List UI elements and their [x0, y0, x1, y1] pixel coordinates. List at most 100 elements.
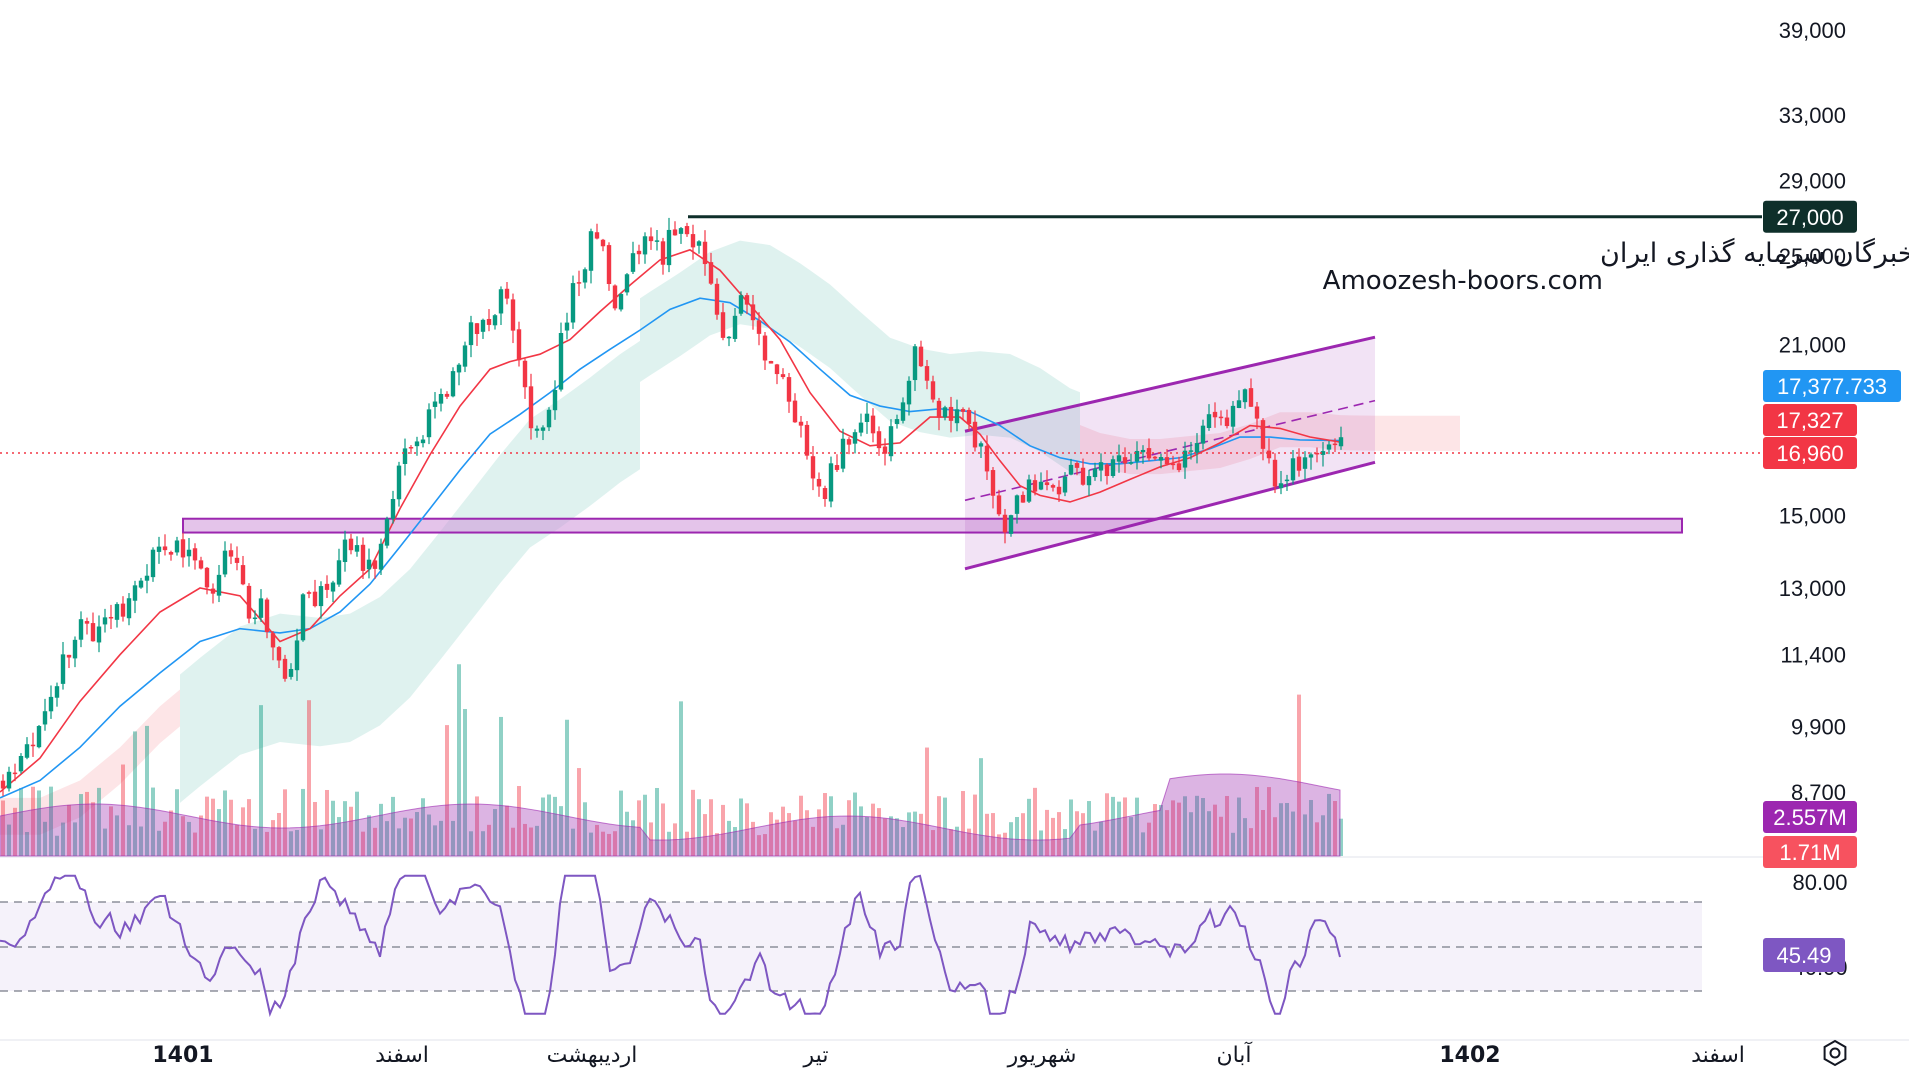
volume-bar [847, 800, 851, 856]
candle-body [360, 544, 366, 571]
candle-body [228, 550, 234, 557]
volume-bar [721, 804, 725, 856]
channel-upper-line[interactable] [964, 335, 1376, 433]
price-tick-label: 11,400 [1780, 643, 1846, 668]
candle-body [966, 409, 972, 424]
candle-body [144, 575, 150, 581]
candle-body [1260, 420, 1266, 449]
candle-body [198, 560, 204, 569]
candle-body [318, 586, 324, 607]
volume-bar [805, 810, 809, 856]
candle-body [1182, 450, 1188, 468]
time-axis[interactable]: 1401 اسفند اردیبهشت تیر شهریور آبان 1402… [152, 1041, 1745, 1068]
volume-bar [1285, 802, 1289, 856]
volume-bar [1075, 811, 1079, 856]
candle-body [306, 592, 312, 594]
candle-body [504, 288, 510, 299]
watermark-url: Amoozesh-boors.com [1323, 266, 1603, 296]
volume-bar [61, 822, 65, 856]
candle-body [96, 626, 102, 643]
candle-body [150, 549, 156, 578]
volume-ma-badge-bg [1763, 801, 1857, 833]
candle-body [6, 771, 12, 789]
candle-body [366, 559, 372, 570]
candle-body [1194, 443, 1200, 453]
volume-bar [1309, 800, 1313, 856]
volume-bar [463, 709, 467, 856]
candle-body [1278, 483, 1284, 489]
candle-body [1068, 464, 1074, 475]
candle-body [546, 409, 552, 428]
volume-bar [1279, 803, 1283, 856]
settings-icon[interactable] [1823, 1039, 1847, 1067]
candle-body [342, 539, 348, 563]
candle-body [372, 560, 378, 569]
volume-bar [823, 793, 827, 856]
candle-body [1050, 485, 1056, 488]
volume-bar [613, 831, 617, 856]
candle-body [696, 241, 702, 246]
volume-bar [355, 791, 359, 856]
volume-bar [241, 807, 245, 856]
candle-body [234, 557, 240, 563]
candle-body [906, 380, 912, 405]
volume-bar [157, 830, 161, 856]
time-label: 1401 [152, 1043, 213, 1068]
volume-bar [217, 809, 221, 856]
candle-body [1002, 514, 1008, 533]
candle-body [378, 543, 384, 570]
candle-body [762, 335, 768, 361]
volume-bar [709, 799, 713, 856]
candle-body [954, 409, 960, 424]
channel-lower-line[interactable] [964, 460, 1376, 571]
volume-bar [907, 812, 911, 856]
candle-body [252, 617, 258, 620]
volume-bar [181, 816, 185, 856]
candle-body [384, 518, 390, 546]
volume-bar [1231, 832, 1235, 856]
candle-body [786, 377, 792, 402]
candle-body [882, 446, 888, 454]
candle-body [1224, 417, 1230, 427]
volume-bar [631, 820, 635, 856]
candle-body [312, 591, 318, 607]
volume-bar [193, 832, 197, 856]
support-zone[interactable] [182, 517, 1683, 534]
volume-bar [1327, 793, 1331, 856]
volume-bar [937, 796, 941, 856]
candle-body [990, 470, 996, 496]
volume-bar [427, 814, 431, 856]
candle-body [1086, 476, 1092, 486]
candle-body [666, 229, 672, 266]
volume-bar [1219, 816, 1223, 856]
candle-body [612, 285, 618, 309]
candle-body [606, 245, 612, 285]
candle-body [858, 422, 864, 433]
candle-body [30, 744, 36, 747]
volume-bar [1027, 798, 1031, 856]
volume-bar [85, 791, 89, 856]
volume-bar [691, 789, 695, 856]
volume-bar [7, 824, 11, 856]
candle-body [576, 282, 582, 284]
moving-averages [0, 248, 1341, 799]
price-axis[interactable]: 39,000 33,000 29,000 25,000 21,000 15,000 13,0… [1779, 18, 1846, 805]
volume-bar [253, 828, 257, 856]
candle-body [828, 463, 834, 502]
volume-bar [1147, 822, 1151, 856]
volume-bar [259, 705, 263, 856]
candle-body [642, 236, 648, 255]
candle-body [564, 322, 570, 331]
candle-body [846, 439, 852, 445]
price-badges: 27,000 17,377.733 17,327 16,960 2.557M 1.71M [1763, 200, 1901, 868]
volume-bar [133, 731, 137, 856]
volume-bar [523, 823, 527, 856]
candle-body [816, 478, 822, 487]
candle-body [1032, 480, 1038, 492]
candle-body [276, 647, 282, 661]
candle-body [270, 633, 276, 648]
volume-bar [511, 827, 515, 856]
rsi-badge-bg [1763, 938, 1845, 972]
candle-body [420, 439, 426, 444]
